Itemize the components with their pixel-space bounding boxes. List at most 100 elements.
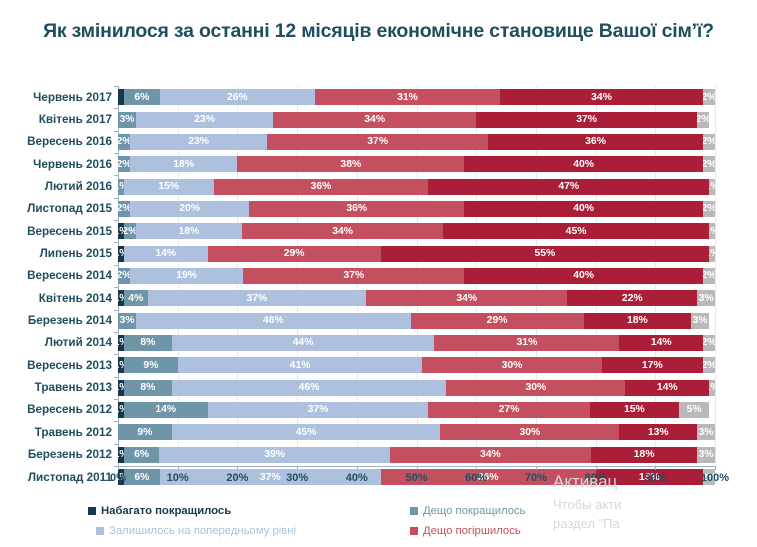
x-axis-tick-label: 90% bbox=[644, 472, 667, 484]
bar-segment: 3% bbox=[697, 290, 715, 307]
x-axis-tick-label: 10% bbox=[166, 472, 189, 484]
stacked-bar: 1%15%36%47%1% bbox=[118, 178, 715, 195]
bar-segment: 36% bbox=[488, 133, 704, 150]
bar-segment: 34% bbox=[500, 89, 704, 106]
bar-segment: 46% bbox=[135, 312, 411, 329]
legend-label: Дещо погіршилось bbox=[423, 525, 521, 537]
bar-segment: 3% bbox=[697, 424, 715, 441]
bar-segment: 37% bbox=[159, 469, 381, 486]
bar-segment: 17% bbox=[601, 357, 704, 374]
bar-segment: 3% bbox=[118, 312, 136, 329]
y-axis-tick bbox=[114, 264, 118, 266]
x-axis-tick bbox=[237, 466, 239, 470]
category-label: Березень 2014 bbox=[27, 314, 112, 328]
x-axis-tick-label: 60% bbox=[465, 472, 488, 484]
x-axis-tick-label: 20% bbox=[226, 472, 249, 484]
x-axis-tick bbox=[416, 466, 418, 470]
legend-swatch-icon bbox=[410, 527, 418, 535]
chart-row: Червень 2017 6%26%31%34%2% bbox=[0, 86, 757, 108]
bar-segment: 2% bbox=[703, 357, 715, 374]
y-axis-tick bbox=[114, 153, 118, 155]
chart-row: Травень 20131%8%46%30%14%1% bbox=[0, 376, 757, 398]
chart-plot-area: Червень 2017 6%26%31%34%2% Квітень 20173%2… bbox=[0, 86, 757, 486]
y-axis-tick bbox=[114, 86, 118, 87]
bar-segment: 15% bbox=[589, 401, 680, 418]
bar-segment: 22% bbox=[567, 290, 698, 307]
bar-segment: 40% bbox=[464, 267, 704, 284]
stacked-bar: 3% 46% 29% 18% 3% bbox=[118, 312, 715, 329]
y-axis-tick bbox=[114, 465, 118, 467]
bar-segment: 1% bbox=[709, 178, 715, 195]
chart-row: Березень 2014 3% 46% 29% 18% 3% bbox=[0, 309, 757, 331]
bar-segment: 2% bbox=[697, 111, 709, 128]
bar-segment: 6% bbox=[123, 446, 160, 463]
bar-segment: 3% bbox=[697, 446, 715, 463]
category-label: Червень 2017 bbox=[33, 90, 112, 104]
bar-segment: 15% bbox=[123, 178, 214, 195]
y-axis-tick bbox=[114, 443, 118, 445]
bar-segment: 37% bbox=[267, 133, 489, 150]
chart-row: Березень 2012 1%6%39%34%18%3% bbox=[0, 444, 757, 466]
legend-item[interactable]: Дещо покращилось bbox=[410, 505, 526, 517]
chart-row: Травень 2012 9% 45% 30% 13% 3% bbox=[0, 421, 757, 443]
bar-segment: 18% bbox=[129, 156, 238, 173]
x-axis-tick-label: 70% bbox=[524, 472, 547, 484]
bar-segment: 34% bbox=[366, 290, 568, 307]
legend-swatch-icon bbox=[88, 507, 96, 515]
legend-item[interactable]: Дещо погіршилось bbox=[410, 525, 521, 537]
stacked-bar: 1%2%18%34%45%1% bbox=[118, 223, 715, 240]
y-axis-tick bbox=[114, 175, 118, 177]
bar-segment: 29% bbox=[207, 245, 381, 262]
bar-segment: 37% bbox=[207, 401, 429, 418]
bar-segment: 1% bbox=[118, 178, 124, 195]
bar-segment: 1% bbox=[118, 469, 124, 486]
x-axis-tick-label: 80% bbox=[584, 472, 607, 484]
x-axis-tick bbox=[177, 466, 179, 470]
bar-segment: 1% bbox=[709, 223, 715, 240]
bar-segment: 1% bbox=[118, 446, 124, 463]
chart-row: Квітень 2017 3%23%34%37%2% bbox=[0, 108, 757, 130]
bar-segment: 1% bbox=[118, 379, 124, 396]
bar-segment: 37% bbox=[243, 267, 465, 284]
bar-segment: 2% bbox=[118, 156, 130, 173]
category-label: Червень 2016 bbox=[33, 157, 112, 171]
bar-segment: 13% bbox=[619, 424, 698, 441]
bar-segment: 36% bbox=[213, 178, 429, 195]
y-axis-tick bbox=[114, 197, 118, 199]
stacked-bar: 1%6%39%34%18%3% bbox=[118, 446, 715, 463]
bar-segment: 44% bbox=[171, 334, 435, 351]
chart-row: Квітень 2014 1%4%37%34%22%3% bbox=[0, 287, 757, 309]
bar-segment: 41% bbox=[177, 357, 423, 374]
bar-segment: 36% bbox=[380, 469, 596, 486]
y-axis-tick bbox=[114, 309, 118, 311]
stacked-bar: 1%9%41%30%17%2% bbox=[118, 357, 715, 374]
x-axis-tick-label: 50% bbox=[405, 472, 428, 484]
bar-segment bbox=[118, 89, 124, 106]
bar-segment: 20% bbox=[129, 200, 250, 217]
bar-segment: 27% bbox=[428, 401, 590, 418]
legend-label: Дещо покращилось bbox=[423, 505, 526, 517]
x-axis-tick-label: 0% bbox=[110, 472, 126, 484]
stacked-bar: 2%23%37%36%2% bbox=[118, 133, 715, 150]
bar-segment: 14% bbox=[123, 401, 208, 418]
stacked-bar: 2%19%37%40%2% bbox=[118, 267, 715, 284]
legend-item[interactable]: Набагато покращилось bbox=[88, 505, 231, 517]
bar-segment: 14% bbox=[123, 245, 208, 262]
chart-row: Вересень 2012 1%14%37%27%15%5% bbox=[0, 399, 757, 421]
stacked-bar: 1%14%29%55%1% bbox=[118, 245, 715, 262]
y-axis-tick bbox=[114, 354, 118, 356]
category-label: Листопад 2015 bbox=[27, 202, 112, 216]
category-label: Вересень 2012 bbox=[27, 403, 112, 417]
stacked-bar: 2%20%36%40%2% bbox=[118, 200, 715, 217]
chart-row: Вересень 2013 1%9%41%30%17%2% bbox=[0, 354, 757, 376]
bar-segment: 30% bbox=[440, 424, 620, 441]
bar-segment: 8% bbox=[123, 334, 172, 351]
stacked-bar: 6%26%31%34%2% bbox=[118, 89, 715, 106]
x-axis-tick bbox=[595, 466, 597, 470]
legend-item[interactable]: Залишилось на попередньому рівні bbox=[96, 525, 296, 537]
y-axis-tick bbox=[114, 242, 118, 244]
